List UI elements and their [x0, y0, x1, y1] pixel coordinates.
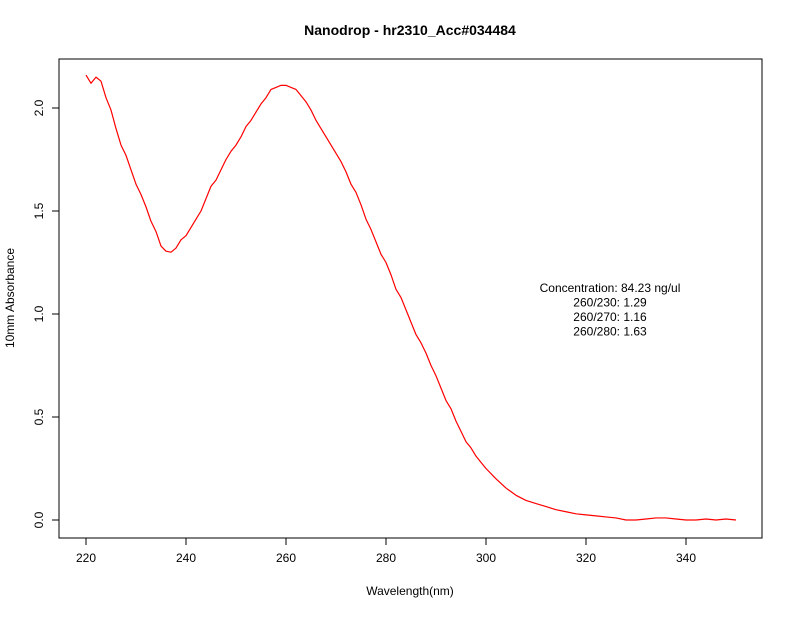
x-tick-label: 320 — [576, 551, 596, 565]
y-tick-label: 1.0 — [32, 305, 46, 322]
y-tick-label: 1.5 — [32, 202, 46, 219]
x-tick-label: 300 — [476, 551, 496, 565]
x-axis-label: Wavelength(nm) — [366, 584, 454, 598]
concentration-annotation: Concentration: 84.23 ng/ul — [540, 281, 681, 295]
x-tick-label: 220 — [76, 551, 96, 565]
y-tick-label: 2.0 — [32, 99, 46, 116]
absorbance-series-line — [85, 74, 737, 521]
plot-frame — [58, 58, 763, 539]
y-tick-label: 0.0 — [32, 511, 46, 528]
x-tick-label: 340 — [676, 551, 696, 565]
y-axis: 0.0 0.5 1.0 1.5 2.0 — [32, 99, 60, 528]
x-tick-label: 260 — [276, 551, 296, 565]
x-axis: 220 240 260 280 300 320 340 — [76, 537, 696, 565]
x-tick-label: 280 — [376, 551, 396, 565]
ratio-annotation: 260/280: 1.63 — [573, 325, 647, 339]
y-tick-label: 0.5 — [32, 408, 46, 425]
ratio-annotation: 260/230: 1.29 — [573, 296, 647, 310]
y-axis-label: 10mm Absorbance — [3, 248, 17, 348]
chart-title: Nanodrop - hr2310_Acc#034484 — [304, 22, 516, 38]
x-tick-label: 240 — [176, 551, 196, 565]
ratio-annotation: 260/270: 1.16 — [573, 310, 647, 324]
